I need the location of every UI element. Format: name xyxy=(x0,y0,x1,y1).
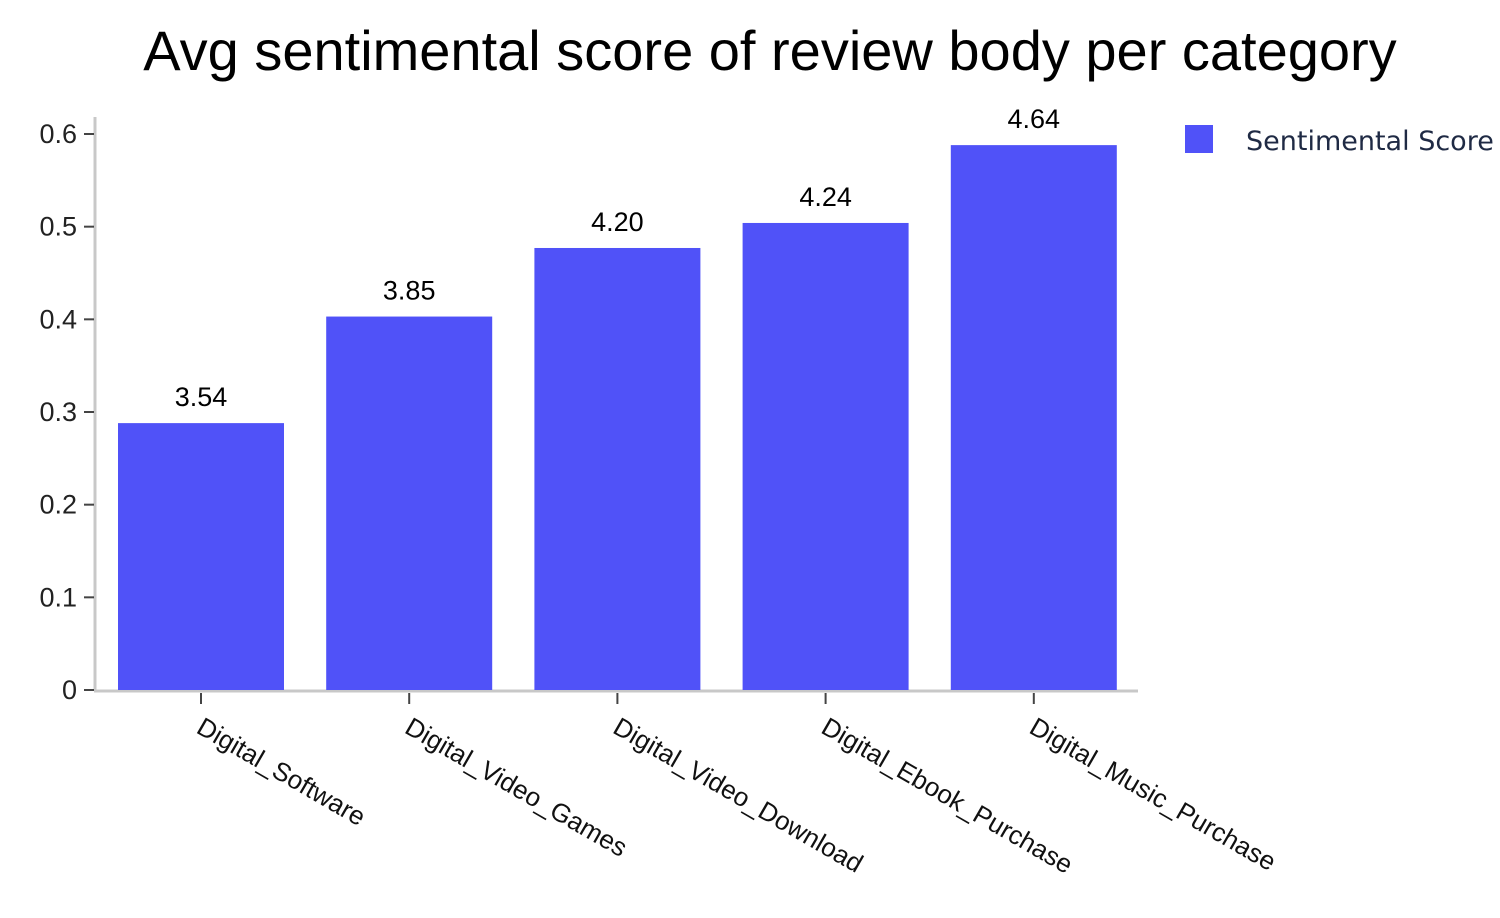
x-tick-label: Digital_Software xyxy=(192,711,371,832)
y-tick-label: 0.4 xyxy=(39,304,77,334)
data-label: 4.20 xyxy=(591,207,644,237)
bar xyxy=(950,145,1117,690)
y-tick-label: 0.1 xyxy=(39,582,77,612)
x-tick-label: Digital_Video_Games xyxy=(400,711,632,862)
data-label: 4.64 xyxy=(1008,104,1061,134)
data-label: 3.85 xyxy=(383,276,436,306)
y-tick-label: 0.6 xyxy=(39,119,77,149)
bar xyxy=(326,316,493,690)
y-tick-label: 0.3 xyxy=(39,397,77,427)
data-label: 3.54 xyxy=(175,382,228,412)
legend-label: Sentimental Score xyxy=(1246,126,1494,157)
y-tick-label: 0 xyxy=(62,675,77,705)
chart-title: Avg sentimental score of review body per… xyxy=(143,19,1396,82)
y-tick-label: 0.2 xyxy=(39,490,77,520)
y-tick-label: 0.5 xyxy=(39,212,77,242)
bar xyxy=(118,423,284,690)
bar xyxy=(534,247,701,691)
legend: Sentimental Score xyxy=(1185,125,1494,157)
data-label: 4.24 xyxy=(799,182,852,212)
legend-swatch xyxy=(1185,125,1213,153)
bars: 3.54 3.85 4.20 4.24 4.64 xyxy=(118,104,1117,691)
bar xyxy=(742,222,909,690)
